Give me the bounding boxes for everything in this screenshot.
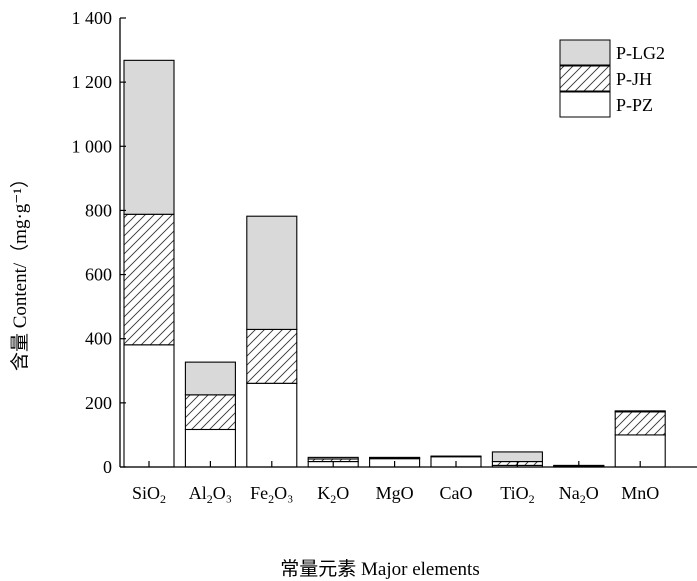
bars-layer: [123, 59, 666, 468]
x-tick-label: MgO: [376, 483, 414, 503]
bar-p-pz-1: [184, 428, 236, 468]
axes-layer: [119, 18, 697, 468]
y-tick-label: 600: [85, 265, 112, 285]
bar-p-jh-8: [614, 411, 666, 436]
x-tick-label: TiO2: [500, 483, 534, 506]
x-axis-title: 常量元素 Major elements: [280, 558, 479, 580]
y-tick-label: 1 200: [72, 72, 113, 92]
bar-p-jh-2: [246, 328, 298, 384]
y-tick-label: 1 000: [72, 136, 113, 156]
bar-p-lg2-3: [307, 456, 359, 460]
x-tick-label: Fe2O₃: [250, 483, 293, 506]
bar-p-lg2-0: [123, 59, 175, 215]
x-tick-label: K2O: [317, 483, 349, 506]
ticks-layer: 0 200 400 600 800 1 000 1 200 1 400: [72, 8, 641, 477]
bar-p-lg2-1: [184, 361, 236, 396]
x-tick-labels: SiO2 Al2O₃ Fe2O₃ K2O MgO CaO TiO2 Na2O MnO: [132, 483, 659, 506]
legend-swatch-p-jh: [559, 65, 611, 92]
y-tick-label: 1 400: [72, 8, 113, 28]
legend-swatch-p-lg2: [559, 39, 611, 66]
x-tick-label: CaO: [440, 483, 473, 503]
bar-p-jh-1: [184, 394, 236, 431]
y-tick-label: 800: [85, 200, 112, 220]
y-axis-title: 含量 Content/（mg·g⁻¹）: [9, 169, 31, 371]
y-tick-label: 0: [103, 457, 112, 477]
x-tick-label: SiO2: [132, 483, 166, 506]
legend-label-p-pz: P-PZ: [616, 95, 653, 115]
y-tick-label: 400: [85, 329, 112, 349]
bar-p-lg2-6: [491, 451, 543, 463]
bar-p-lg2-2: [246, 215, 298, 330]
y-tick-label: 200: [85, 393, 112, 413]
bar-p-lg2-8: [614, 410, 666, 413]
x-tick-label: Al2O₃: [189, 483, 232, 506]
bar-p-pz-2: [246, 382, 298, 468]
x-tick-label: MnO: [621, 483, 659, 503]
bar-p-pz-0: [123, 344, 175, 468]
legend: P-LG2 P-JH P-PZ: [559, 39, 665, 118]
x-tick-label: Na2O: [559, 483, 599, 506]
legend-label-p-lg2: P-LG2: [616, 43, 665, 63]
bar-p-jh-0: [123, 213, 175, 346]
legend-swatch-p-pz: [559, 91, 611, 118]
legend-label-p-jh: P-JH: [616, 69, 652, 89]
